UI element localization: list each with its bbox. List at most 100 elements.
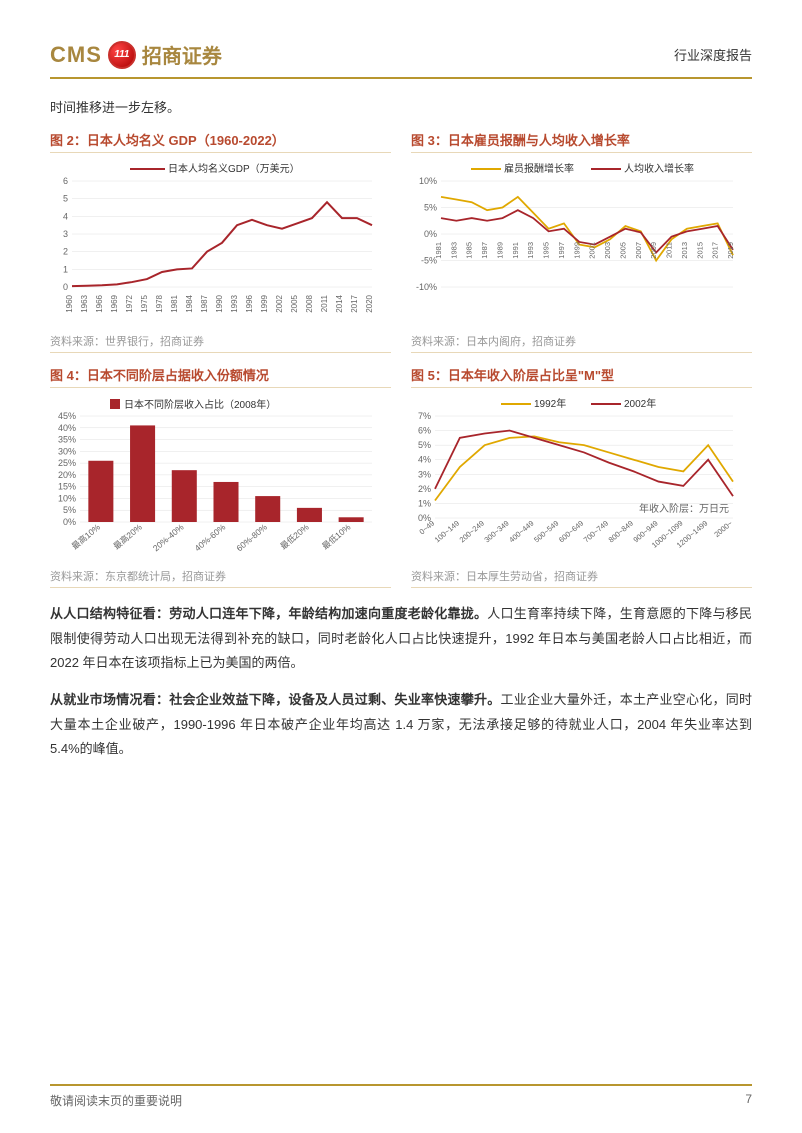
svg-text:1999: 1999 — [572, 242, 581, 259]
svg-text:1990: 1990 — [215, 294, 224, 312]
svg-text:1989: 1989 — [495, 242, 504, 259]
svg-text:1963: 1963 — [80, 294, 89, 312]
svg-text:5%: 5% — [63, 505, 76, 515]
svg-text:1981: 1981 — [170, 294, 179, 312]
svg-text:2%: 2% — [418, 484, 431, 494]
svg-text:0%: 0% — [63, 517, 76, 527]
chart-3-canvas: 雇员报酬增长率人均收入增长率-10%-5%0%5%10%198119831985… — [411, 159, 752, 329]
svg-text:200~249: 200~249 — [458, 519, 486, 545]
footer: 敬请阅读末页的重要说明 7 — [50, 1084, 752, 1109]
svg-text:40%-60%: 40%-60% — [193, 522, 228, 554]
header: CMS 111 招商证券 行业深度报告 — [50, 40, 752, 69]
svg-text:1985: 1985 — [465, 242, 474, 259]
svg-text:700~749: 700~749 — [582, 519, 610, 545]
svg-text:1983: 1983 — [449, 242, 458, 259]
footer-disclaimer: 敬请阅读末页的重要说明 — [50, 1092, 182, 1109]
svg-text:日本不同阶层收入占比（2008年）: 日本不同阶层收入占比（2008年） — [124, 398, 276, 411]
svg-text:1987: 1987 — [200, 294, 209, 312]
svg-text:雇员报酬增长率: 雇员报酬增长率 — [504, 162, 574, 175]
intro-text: 时间推移进一步左移。 — [50, 97, 752, 116]
chart-4-canvas: 日本不同阶层收入占比（2008年）0%5%10%15%20%25%30%35%4… — [50, 394, 391, 564]
svg-text:最高20%: 最高20% — [111, 522, 144, 552]
chart-2-title: 图 2：日本人均名义 GDP（1960-2022） — [50, 130, 391, 153]
svg-text:2011: 2011 — [665, 242, 674, 258]
svg-text:10%: 10% — [419, 176, 437, 186]
svg-text:2013: 2013 — [680, 242, 689, 259]
svg-text:2020: 2020 — [365, 294, 374, 312]
svg-text:1975: 1975 — [140, 294, 149, 312]
svg-text:45%: 45% — [58, 411, 76, 421]
svg-text:1%: 1% — [418, 498, 431, 508]
svg-text:日本人均名义GDP（万美元）: 日本人均名义GDP（万美元） — [168, 162, 300, 175]
svg-text:6: 6 — [63, 176, 68, 186]
svg-text:800~849: 800~849 — [607, 519, 635, 545]
logo-cms-text: CMS — [50, 42, 102, 68]
header-divider — [50, 77, 752, 79]
svg-text:20%: 20% — [58, 470, 76, 480]
chart-5-title: 图 5：日本年收入阶层占比呈"M"型 — [411, 365, 752, 388]
svg-text:1978: 1978 — [155, 294, 164, 312]
para2-bold: 从就业市场情况看：社会企业效益下降，设备及人员过剩、失业率快速攀升。 — [50, 692, 500, 707]
svg-text:5: 5 — [63, 194, 68, 204]
chart-4-title: 图 4：日本不同阶层占据收入份额情况 — [50, 365, 391, 388]
chart-3: 图 3：日本雇员报酬与人均收入增长率 雇员报酬增长率人均收入增长率-10%-5%… — [411, 130, 752, 353]
chart-2-source: 资料来源：世界银行，招商证券 — [50, 333, 391, 353]
svg-text:-10%: -10% — [416, 282, 437, 292]
chart-4: 图 4：日本不同阶层占据收入份额情况 日本不同阶层收入占比（2008年） 0% 5%… — [50, 365, 391, 588]
svg-text:600~649: 600~649 — [557, 519, 585, 545]
svg-text:10%: 10% — [58, 493, 76, 503]
svg-text:1981: 1981 — [434, 242, 443, 259]
svg-text:2001: 2001 — [588, 242, 597, 259]
svg-text:1997: 1997 — [557, 242, 566, 259]
report-type: 行业深度报告 — [674, 45, 752, 64]
svg-text:1996: 1996 — [245, 294, 254, 312]
svg-text:1960: 1960 — [65, 294, 74, 312]
svg-text:最低20%: 最低20% — [278, 522, 311, 552]
svg-text:1987: 1987 — [480, 242, 489, 259]
svg-text:1995: 1995 — [542, 242, 551, 259]
svg-text:100~149: 100~149 — [433, 519, 461, 545]
svg-text:0: 0 — [63, 282, 68, 292]
svg-text:3%: 3% — [418, 469, 431, 479]
chart-4-source: 资料来源：东京都统计局，招商证券 — [50, 568, 391, 588]
svg-text:4%: 4% — [418, 455, 431, 465]
para1-bold: 从人口结构特征看：劳动人口连年下降，年龄结构加速向重度老龄化靠拢。 — [50, 606, 487, 621]
svg-text:1984: 1984 — [185, 294, 194, 312]
logo: CMS 111 招商证券 — [50, 40, 222, 69]
svg-text:400~449: 400~449 — [507, 519, 535, 545]
logo-badge-icon: 111 — [108, 41, 136, 69]
svg-text:3: 3 — [63, 229, 68, 239]
svg-text:2005: 2005 — [618, 242, 627, 259]
svg-text:最低10%: 最低10% — [320, 522, 353, 552]
svg-text:1993: 1993 — [230, 294, 239, 312]
svg-text:2000~: 2000~ — [712, 518, 734, 539]
svg-text:30%: 30% — [58, 446, 76, 456]
svg-text:1969: 1969 — [110, 294, 119, 312]
svg-text:20%-40%: 20%-40% — [151, 522, 186, 554]
svg-text:35%: 35% — [58, 435, 76, 445]
svg-text:1972: 1972 — [125, 294, 134, 312]
svg-text:1999: 1999 — [260, 294, 269, 312]
svg-text:2017: 2017 — [350, 294, 359, 312]
svg-text:300~349: 300~349 — [482, 519, 510, 545]
svg-text:1: 1 — [63, 264, 68, 274]
svg-text:2005: 2005 — [290, 294, 299, 312]
svg-text:2015: 2015 — [695, 242, 704, 259]
svg-text:2017: 2017 — [711, 242, 720, 259]
svg-text:7%: 7% — [418, 411, 431, 421]
svg-text:2009: 2009 — [649, 242, 658, 259]
svg-text:1991: 1991 — [511, 242, 520, 259]
svg-text:6%: 6% — [418, 426, 431, 436]
chart-2-canvas: 日本人均名义GDP（万美元）01234561960196319661969197… — [50, 159, 391, 329]
svg-text:2007: 2007 — [634, 242, 643, 259]
logo-cn-text: 招商证券 — [142, 40, 222, 69]
svg-text:2003: 2003 — [603, 242, 612, 259]
svg-text:2011: 2011 — [320, 294, 329, 312]
svg-text:1993: 1993 — [526, 242, 535, 259]
svg-text:5%: 5% — [418, 440, 431, 450]
chart-5-source: 资料来源：日本厚生劳动省，招商证券 — [411, 568, 752, 588]
chart-5: 图 5：日本年收入阶层占比呈"M"型 1992年2002年0%1%2%3%4%5… — [411, 365, 752, 588]
svg-text:500~549: 500~549 — [532, 519, 560, 545]
svg-text:年收入阶层：万日元: 年收入阶层：万日元 — [639, 502, 729, 515]
svg-text:2008: 2008 — [305, 294, 314, 312]
